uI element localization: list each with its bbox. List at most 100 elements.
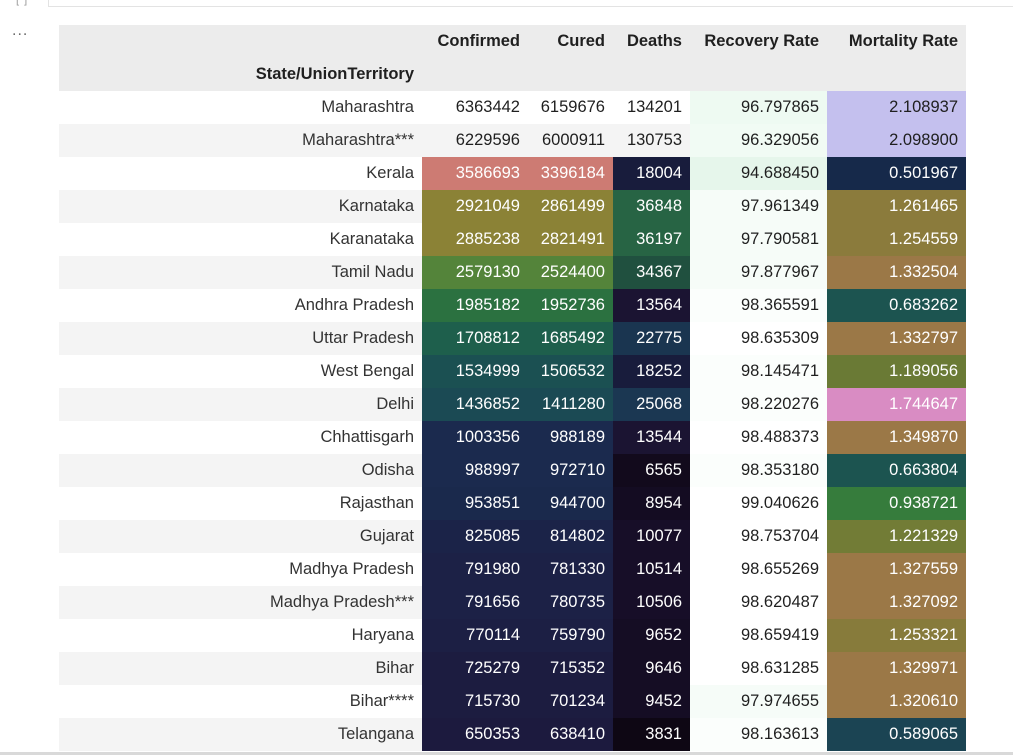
table-cell: 6363442 xyxy=(422,91,528,124)
row-index-label: Kerala xyxy=(59,157,422,190)
table-cell: 1.221329 xyxy=(827,520,966,553)
table-cell: 953851 xyxy=(422,487,528,520)
header-blank xyxy=(422,58,528,91)
table-cell: 725279 xyxy=(422,652,528,685)
column-header: Mortality Rate xyxy=(827,25,966,58)
table-row: Rajasthan 953851 944700 8954 99.040626 0.9387… xyxy=(59,487,966,520)
index-name-header: State/UnionTerritory xyxy=(59,58,422,91)
table-cell: 8954 xyxy=(613,487,690,520)
table-cell: 13544 xyxy=(613,421,690,454)
table-row: Karanataka 2885238 2821491 36197 97.790581 1.… xyxy=(59,223,966,256)
header-blank xyxy=(690,58,827,91)
row-index-label: Maharashtra*** xyxy=(59,124,422,157)
table-cell: 98.631285 xyxy=(690,652,827,685)
table-cell: 0.589065 xyxy=(827,718,966,751)
table-cell: 10077 xyxy=(613,520,690,553)
table-cell: 1003356 xyxy=(422,421,528,454)
table-cell: 638410 xyxy=(528,718,613,751)
table-cell: 1506532 xyxy=(528,355,613,388)
table-cell: 1.332504 xyxy=(827,256,966,289)
table-cell: 22775 xyxy=(613,322,690,355)
table-cell: 2885238 xyxy=(422,223,528,256)
table-cell: 98.365591 xyxy=(690,289,827,322)
header-blank xyxy=(59,25,422,58)
cell-border-left xyxy=(48,0,49,6)
column-header: Deaths xyxy=(613,25,690,58)
table-cell: 98.655269 xyxy=(690,553,827,586)
table-cell: 6159676 xyxy=(528,91,613,124)
table-cell: 1.332797 xyxy=(827,322,966,355)
table-cell: 98.635309 xyxy=(690,322,827,355)
column-header-row: Confirmed Cured Deaths Recovery Rate Mor… xyxy=(59,25,966,58)
table-cell: 1.253321 xyxy=(827,619,966,652)
header-blank xyxy=(613,58,690,91)
horizontal-scrollbar[interactable] xyxy=(0,752,1013,755)
table-cell: 791656 xyxy=(422,586,528,619)
table-row: Andhra Pradesh 1985182 1952736 13564 98.3655… xyxy=(59,289,966,322)
table-cell: 18252 xyxy=(613,355,690,388)
table-cell: 2579130 xyxy=(422,256,528,289)
row-index-label: Rajasthan xyxy=(59,487,422,520)
table-cell: 9646 xyxy=(613,652,690,685)
table-cell: 1685492 xyxy=(528,322,613,355)
table-cell: 98.753704 xyxy=(690,520,827,553)
table-cell: 1436852 xyxy=(422,388,528,421)
table-cell: 1.327559 xyxy=(827,553,966,586)
row-index-label: Uttar Pradesh xyxy=(59,322,422,355)
row-index-label: Madhya Pradesh*** xyxy=(59,586,422,619)
row-index-label: Karanataka xyxy=(59,223,422,256)
table-cell: 2821491 xyxy=(528,223,613,256)
table-cell: 18004 xyxy=(613,157,690,190)
table-cell: 3586693 xyxy=(422,157,528,190)
row-index-label: Gujarat xyxy=(59,520,422,553)
cell-border xyxy=(48,6,1013,7)
dataframe-table: Confirmed Cured Deaths Recovery Rate Mor… xyxy=(59,25,966,751)
table-cell: 814802 xyxy=(528,520,613,553)
table-cell: 715352 xyxy=(528,652,613,685)
table-cell: 770114 xyxy=(422,619,528,652)
table-row: West Bengal 1534999 1506532 18252 98.145471 1… xyxy=(59,355,966,388)
table-cell: 1708812 xyxy=(422,322,528,355)
table-row: Haryana 770114 759790 9652 98.659419 1.253321 xyxy=(59,619,966,652)
table-cell: 944700 xyxy=(528,487,613,520)
table-cell: 2921049 xyxy=(422,190,528,223)
table-cell: 2524400 xyxy=(528,256,613,289)
table-cell: 10514 xyxy=(613,553,690,586)
table-cell: 130753 xyxy=(613,124,690,157)
table-cell: 0.683262 xyxy=(827,289,966,322)
table-cell: 2.108937 xyxy=(827,91,966,124)
column-header: Cured xyxy=(528,25,613,58)
table-row: Maharashtra 6363442 6159676 134201 96.797865… xyxy=(59,91,966,124)
table-cell: 1.189056 xyxy=(827,355,966,388)
row-index-label: Andhra Pradesh xyxy=(59,289,422,322)
table-cell: 1.320610 xyxy=(827,685,966,718)
table-cell: 3396184 xyxy=(528,157,613,190)
table-cell: 1.254559 xyxy=(827,223,966,256)
index-name-row: State/UnionTerritory xyxy=(59,58,966,91)
table-cell: 98.659419 xyxy=(690,619,827,652)
row-index-label: Telangana xyxy=(59,718,422,751)
table-cell: 98.145471 xyxy=(690,355,827,388)
table-cell: 1.261465 xyxy=(827,190,966,223)
table-cell: 2.098900 xyxy=(827,124,966,157)
output-collapse-button[interactable]: ... xyxy=(12,22,29,39)
table-cell: 1534999 xyxy=(422,355,528,388)
table-cell: 97.877967 xyxy=(690,256,827,289)
table-cell: 988997 xyxy=(422,454,528,487)
table-row: Madhya Pradesh 791980 781330 10514 98.655269… xyxy=(59,553,966,586)
table-row: Uttar Pradesh 1708812 1685492 22775 98.63530… xyxy=(59,322,966,355)
table-cell: 36197 xyxy=(613,223,690,256)
table-cell: 6000911 xyxy=(528,124,613,157)
table-cell: 34367 xyxy=(613,256,690,289)
table-row: Delhi 1436852 1411280 25068 98.220276 1.74464… xyxy=(59,388,966,421)
row-index-label: Maharashtra xyxy=(59,91,422,124)
table-row: Chhattisgarh 1003356 988189 13544 98.488373 1… xyxy=(59,421,966,454)
row-index-label: West Bengal xyxy=(59,355,422,388)
table-row: Gujarat 825085 814802 10077 98.753704 1.22132… xyxy=(59,520,966,553)
table-cell: 988189 xyxy=(528,421,613,454)
row-index-label: Madhya Pradesh xyxy=(59,553,422,586)
table-row: Maharashtra*** 6229596 6000911 130753 96.329… xyxy=(59,124,966,157)
table-cell: 759790 xyxy=(528,619,613,652)
table-cell: 6565 xyxy=(613,454,690,487)
table-header: Confirmed Cured Deaths Recovery Rate Mor… xyxy=(59,25,966,91)
